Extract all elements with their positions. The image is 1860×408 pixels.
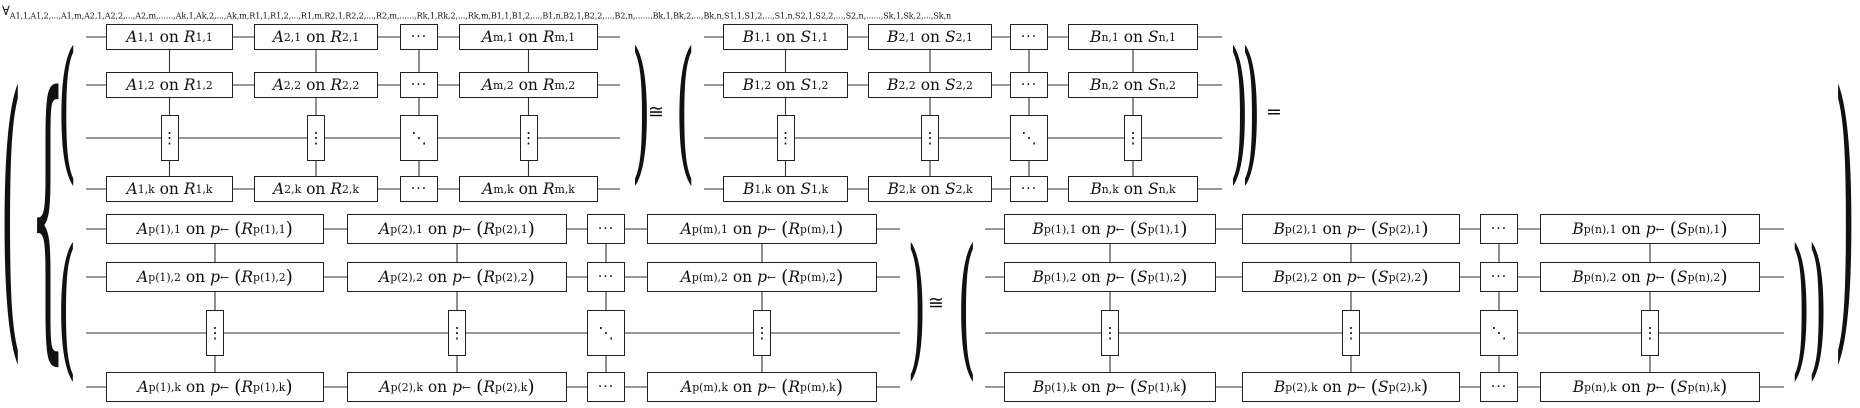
bottom-left-open-paren: ( — [57, 217, 77, 395]
outer-right-paren: ) — [1834, 32, 1856, 390]
bottom-right-cell-r4c3: ··· — [1480, 372, 1518, 402]
top-right-cell-r2c1: B 1,2 on S 1,2 — [723, 72, 848, 98]
iso-symbol-top: ≅ — [648, 101, 664, 123]
top-right-cell-r4c2: B 2,k on S 2,k — [868, 176, 992, 202]
top-left-cell-r3c4: ⋮ — [519, 115, 538, 161]
bottom-right-open-paren: ( — [957, 217, 977, 395]
bottom-right-cell-r3c2: ⋮ — [1342, 310, 1360, 356]
top-left-cell-r2c1: A 1,2 on R 1,2 — [106, 72, 233, 98]
top-left-cell-r4c1: A 1,k on R 1,k — [106, 176, 233, 202]
bottom-left-cell-r4c3: ··· — [587, 372, 625, 402]
top-left-cell-r1c3: ··· — [400, 24, 438, 50]
top-right-cell-r2c2: B 2,2 on S 2,2 — [868, 72, 992, 98]
top-right-cell-r1c3: ··· — [1010, 24, 1048, 50]
top-right-cell-r3c3: ⋱ — [1010, 115, 1048, 161]
forall-symbol: ∀ — [2, 4, 10, 19]
bottom-right-close-paren: ) — [1791, 217, 1811, 395]
bottom-right-cell-r1c3: ··· — [1480, 214, 1518, 244]
bottom-left-cell-r3c2: ⋮ — [448, 310, 466, 356]
top-left-cell-r3c1: ⋮ — [160, 115, 179, 161]
top-left-cell-r4c3: ··· — [400, 176, 438, 202]
bottom-left-cell-r1c3: ··· — [587, 214, 625, 244]
top-right-cell-r3c1: ⋮ — [776, 115, 795, 161]
iso-symbol-bottom: ≅ — [928, 292, 944, 314]
top-right-cell-r4c1: B 1,k on S 1,k — [723, 176, 848, 202]
top-right-close-paren: ) — [1229, 19, 1249, 199]
bottom-left-cell-r3c3: ⋱ — [587, 310, 625, 356]
bottom-right-cell-r3c1: ⋮ — [1101, 310, 1119, 356]
bottom-left-cell-r3c4: ⋮ — [753, 310, 771, 356]
top-group-close-paren: ) — [1241, 19, 1261, 199]
top-left-cell-r1c2: A 2,1 on R 2,1 — [254, 24, 378, 50]
top-right-cell-r1c1: B 1,1 on S 1,1 — [723, 24, 848, 50]
top-left-cell-r3c2: ⋮ — [307, 115, 325, 161]
bottom-group-close-paren: ) — [1808, 217, 1828, 395]
top-right-cell-r3c2: ⋮ — [921, 115, 939, 161]
top-right-cell-r3c4: ⋮ — [1124, 115, 1142, 161]
equals-symbol: = — [1266, 101, 1282, 123]
bottom-right-cell-r2c3: ··· — [1480, 262, 1518, 292]
bottom-left-cell-r2c3: ··· — [587, 262, 625, 292]
top-left-cell-r2c2: A 2,2 on R 2,2 — [254, 72, 378, 98]
outer-left-paren: ( — [0, 32, 22, 390]
top-left-cell-r3c3: ⋱ — [400, 115, 438, 161]
top-left-open-paren: ( — [57, 19, 77, 199]
left-brace: { — [30, 32, 66, 390]
bottom-left-cell-r3c1: ⋮ — [206, 310, 224, 356]
top-left-cell-r2c3: ··· — [400, 72, 438, 98]
top-right-cell-r1c2: B 2,1 on S 2,1 — [868, 24, 992, 50]
quantifier: ∀A1,1,A1,2,...,A1,m,A2,1,A2,2,...,A2,m,.… — [2, 4, 951, 20]
top-left-cell-r1c1: A 1,1 on R 1,1 — [106, 24, 233, 50]
top-right-cell-r4c3: ··· — [1010, 176, 1048, 202]
top-left-cell-r4c2: A 2,k on R 2,k — [254, 176, 378, 202]
bottom-right-cell-r3c3: ⋱ — [1480, 310, 1518, 356]
bottom-left-close-paren: ) — [907, 217, 927, 395]
top-right-open-paren: ( — [675, 19, 695, 199]
top-right-cell-r2c3: ··· — [1010, 72, 1048, 98]
top-left-close-paren: ) — [631, 19, 651, 199]
quantifier-variables: A1,1,A1,2,...,A1,m,A2,1,A2,2,...,A2,m,..… — [9, 11, 952, 21]
bottom-right-cell-r3c4: ⋮ — [1641, 310, 1659, 356]
